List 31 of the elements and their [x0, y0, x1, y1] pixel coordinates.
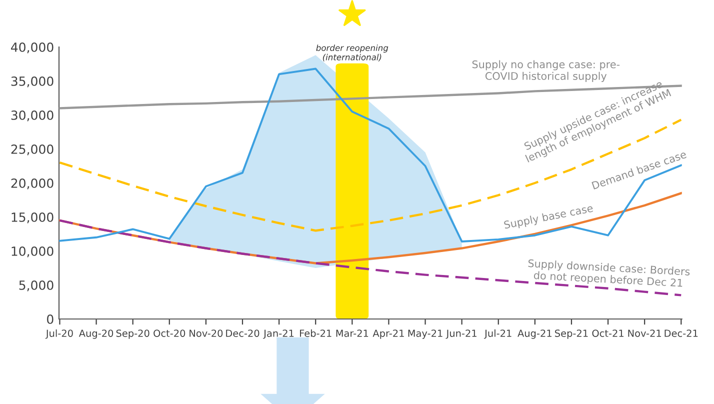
x-tick-label: Feb-21 — [300, 329, 332, 337]
y-tick-label: 20,000 — [11, 178, 54, 190]
x-tick-label: Sep-20 — [116, 330, 150, 339]
text: Supply base case — [504, 204, 594, 231]
x-tick-label: Jan-21 — [263, 330, 294, 339]
y-tick-label: 10,000 — [12, 246, 54, 258]
x-tick-label: Mar-21 — [336, 330, 368, 337]
series-label: Supply no change case: pre- COVID historical supply — [472, 60, 620, 82]
x-tick-label: Aug-21 — [518, 330, 552, 339]
band-label: border reopening (international) — [316, 44, 388, 62]
x-tick-label: Sep-21 — [555, 330, 588, 339]
y-tick-label: 0 — [47, 314, 54, 324]
y-tick-label: 30,000 — [11, 110, 54, 122]
y-tick-label: 35,000 — [11, 76, 54, 88]
x-tick-label: Nov-21 — [628, 330, 661, 337]
x-tick-label: Oct-21 — [592, 330, 624, 337]
x-tick-label: Nov-20 — [190, 330, 223, 337]
y-tick-label: 5,000 — [19, 280, 54, 292]
x-tick-label: Aug-20 — [78, 330, 114, 339]
x-tick-label: Jun-21 — [446, 330, 476, 339]
y-tick-label: 40,000 — [11, 42, 54, 54]
x-tick-label: May-21 — [408, 330, 442, 339]
x-tick-label: Oct-20 — [154, 330, 186, 337]
x-tick-label: Dec-20 — [226, 330, 260, 337]
y-tick-label: 25,000 — [11, 144, 54, 156]
x-tick-label: Jul-21 — [484, 329, 512, 339]
x-tick-label: Apr-21 — [372, 330, 404, 339]
x-tick-label: Jul-20 — [45, 329, 73, 339]
series-label: Supply downside case: Borders do not reopen before Dec 21 — [528, 259, 690, 289]
y-tick-label: 15,000 — [12, 212, 54, 224]
x-tick-label: Dec-21 — [664, 330, 698, 337]
